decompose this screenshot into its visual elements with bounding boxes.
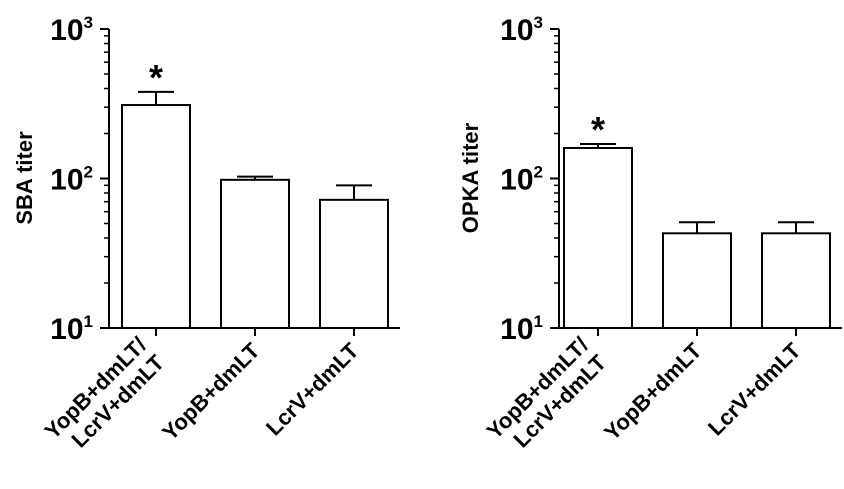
y-tick-label: 103	[500, 13, 543, 47]
significance-marker: *	[149, 57, 163, 98]
x-category-label: LcrV+dmLT	[261, 337, 364, 440]
bar	[662, 232, 732, 329]
y-tick-label: 101	[500, 312, 543, 346]
y-axis-title: OPKA titer	[458, 122, 483, 233]
x-category-label: YopB+dmLT/LcrV+dmLT	[40, 332, 170, 462]
chart-panel-2: 101 102 103 OPKA titer * YopB+dmLT/LcrV+dmLTY…	[458, 13, 842, 462]
y-tick-label: 103	[50, 13, 93, 47]
x-category-label: YopB+dmLT	[157, 337, 265, 445]
significance-marker: *	[591, 109, 605, 150]
y-tick-label: 102	[500, 163, 543, 197]
x-category-label: YopB+dmLT/LcrV+dmLT	[482, 332, 612, 462]
bar	[319, 198, 389, 329]
chart-panel-1: 101 102 103 SBA titer * YopB+dmLT/LcrV+dmLTYo…	[12, 13, 400, 462]
x-category-label: YopB+dmLT	[599, 337, 707, 445]
y-tick-label: 101	[50, 312, 93, 346]
x-category-label: LcrV+dmLT	[703, 337, 806, 440]
y-axis-title: SBA titer	[12, 131, 37, 225]
bar	[563, 146, 633, 329]
y-tick-label: 102	[50, 163, 93, 197]
bar	[220, 178, 290, 329]
bar	[761, 232, 831, 329]
bar	[121, 104, 191, 329]
